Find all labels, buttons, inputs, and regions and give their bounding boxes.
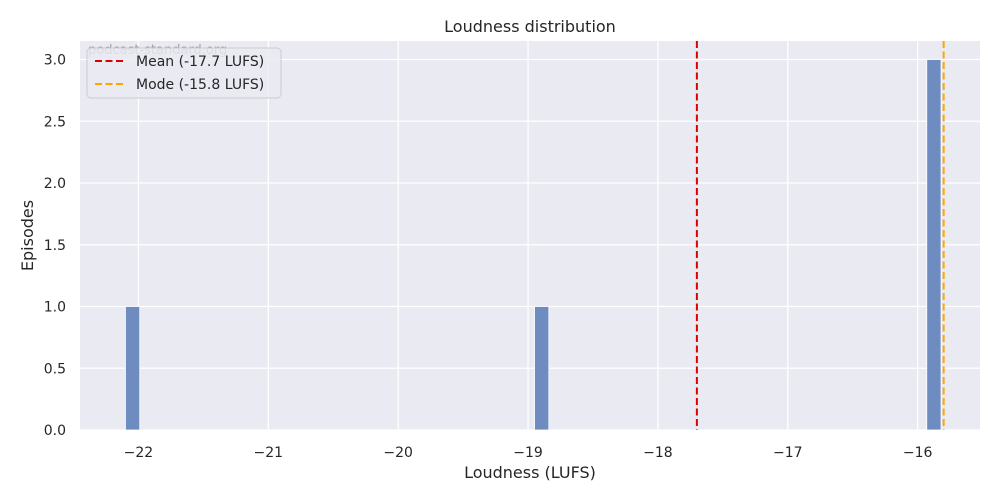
x-tick-label: −22: [124, 445, 154, 461]
legend-mode-label: Mode (-15.8 LUFS): [136, 77, 264, 93]
y-tick-label: 1.0: [44, 300, 66, 316]
x-tick-label: −19: [513, 445, 543, 461]
x-tick-label: −16: [903, 445, 933, 461]
y-tick-label: 1.5: [44, 238, 66, 254]
histogram-bar: [926, 59, 942, 431]
histogram-bars: [125, 59, 942, 431]
chart-title: Loudness distribution: [444, 17, 616, 36]
x-tick-label: −17: [773, 445, 803, 461]
y-tick-label: 0.0: [44, 423, 66, 439]
plot-area: [80, 41, 980, 430]
x-axis-title: Loudness (LUFS): [464, 463, 596, 482]
histogram-bar: [534, 306, 550, 431]
y-tick-label: 0.5: [44, 361, 66, 377]
legend: Mean (-17.7 LUFS) Mode (-15.8 LUFS): [86, 47, 282, 99]
histogram-bar: [125, 306, 141, 431]
x-tick-label: −18: [643, 445, 673, 461]
y-axis-title: Episodes: [18, 200, 37, 271]
y-axis-ticks: 0.0 0.5 1.0 1.5 2.0 2.5 3.0: [44, 53, 66, 439]
x-tick-label: −20: [383, 445, 413, 461]
reference-lines: [695, 41, 945, 430]
x-axis-ticks: −22 −21 −20 −19 −18 −17 −16: [124, 445, 933, 461]
x-tick-label: −21: [254, 445, 284, 461]
legend-box: [86, 47, 282, 99]
y-tick-label: 2.0: [44, 176, 66, 192]
y-tick-label: 3.0: [44, 53, 66, 69]
legend-mean-label: Mean (-17.7 LUFS): [136, 54, 264, 70]
y-tick-label: 2.5: [44, 114, 66, 130]
